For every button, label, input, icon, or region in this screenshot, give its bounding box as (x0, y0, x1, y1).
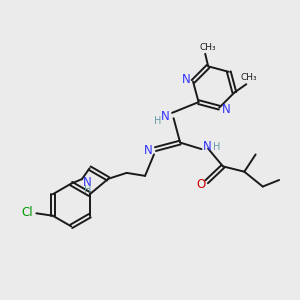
Text: N: N (182, 74, 191, 86)
Text: CH₃: CH₃ (199, 43, 216, 52)
Text: H: H (84, 185, 91, 195)
Text: Cl: Cl (21, 206, 33, 219)
Text: N: N (202, 140, 211, 153)
Text: N: N (144, 144, 152, 158)
Text: N: N (161, 110, 170, 123)
Text: CH₃: CH₃ (241, 73, 258, 82)
Text: H: H (154, 116, 162, 126)
Text: H: H (213, 142, 220, 152)
Text: N: N (83, 176, 92, 189)
Text: N: N (221, 103, 230, 116)
Text: O: O (196, 178, 205, 191)
